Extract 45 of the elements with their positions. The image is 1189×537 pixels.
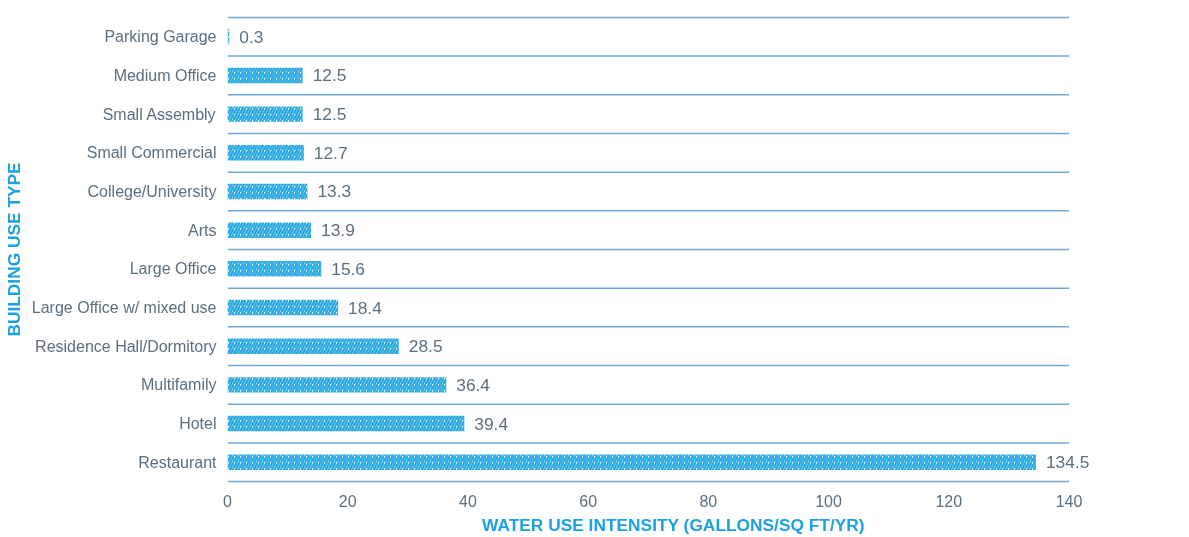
data-label: 15.6 (331, 258, 365, 279)
bar (227, 299, 339, 316)
y-tick-label: Residence Hall/Dormitory (35, 337, 217, 355)
y-tick-label: Medium Office (113, 66, 217, 84)
data-label: 134.5 (1045, 452, 1090, 473)
y-tick-label: Restaurant (138, 453, 218, 471)
bar (227, 377, 447, 393)
y-tick-label: Small Commercial (86, 144, 217, 162)
x-tick-label: 140 (1055, 492, 1083, 510)
y-tick-label: Parking Garage (104, 28, 217, 46)
data-label: 12.5 (312, 65, 347, 86)
data-label: 36.4 (456, 374, 491, 395)
y-tick-label: Hotel (179, 415, 217, 433)
bar (227, 106, 303, 122)
x-tick-label: 120 (935, 492, 963, 510)
bar (227, 261, 322, 277)
x-tick-label: 100 (815, 492, 843, 510)
y-tick-label: Large Office (129, 260, 217, 278)
x-tick-label: 80 (699, 492, 718, 510)
x-axis-title: WATER USE INTENSITY (GALLONS/SQ FT/YR) (482, 514, 865, 535)
bar (227, 454, 1036, 470)
data-label: 0.3 (239, 26, 264, 47)
y-tick-label: Large Office w/ mixed use (31, 299, 217, 317)
y-tick-label: Multifamily (140, 376, 217, 394)
y-axis-title: BUILDING USE TYPE (3, 162, 24, 337)
data-label: 12.7 (313, 142, 348, 163)
data-label: 12.5 (312, 104, 347, 125)
x-tick-label: 40 (459, 492, 477, 510)
bar (227, 415, 465, 432)
bar (227, 338, 399, 354)
x-tick-label: 0 (223, 492, 233, 510)
bar (227, 222, 312, 238)
x-tick-label: 60 (579, 492, 598, 510)
bar (227, 67, 303, 84)
data-label: 13.9 (321, 220, 355, 241)
data-label: 18.4 (348, 297, 383, 318)
data-label: 39.4 (474, 413, 509, 434)
y-tick-label: Arts (188, 221, 217, 239)
x-tick-label: 20 (338, 492, 357, 510)
data-label: 13.3 (317, 181, 352, 202)
bar (227, 145, 304, 161)
bar (227, 183, 308, 200)
y-tick-label: College/University (87, 182, 217, 200)
data-label: 28.5 (408, 336, 443, 357)
y-tick-label: Small Assembly (102, 105, 216, 123)
